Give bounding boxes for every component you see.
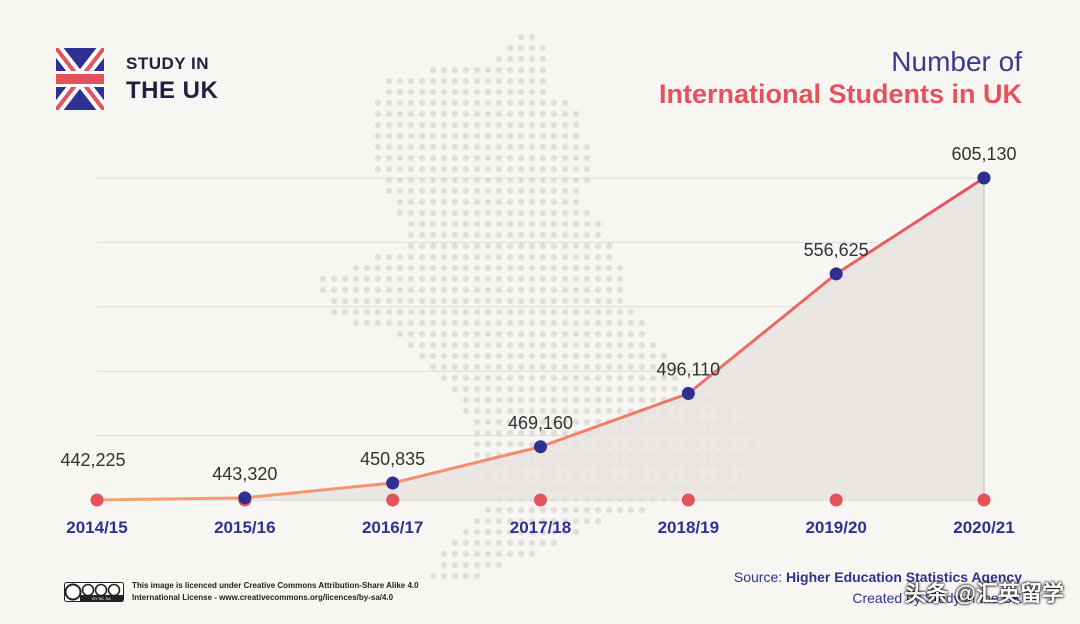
- data-point: [534, 440, 547, 454]
- brand-line2: THE UK: [126, 77, 219, 104]
- license-text: This image is licenced under Creative Co…: [132, 580, 419, 604]
- cc-badge-text: BY NC SA: [92, 596, 111, 601]
- x-tick-label: 2018/19: [658, 518, 719, 537]
- data-label: 605,130: [951, 144, 1016, 164]
- baseline-marker: [386, 493, 400, 507]
- source-prefix: Source:: [733, 569, 787, 585]
- license-block: BY NC SA This image is licenced under Cr…: [64, 580, 419, 604]
- baseline-marker: [829, 493, 843, 507]
- baseline-marker: [90, 493, 104, 507]
- data-label: 443,320: [212, 464, 277, 484]
- x-tick-label: 2017/18: [510, 518, 571, 537]
- data-label: 450,835: [360, 449, 425, 469]
- source-name: Higher Education Statistics Agency: [786, 569, 1022, 585]
- data-point: [977, 171, 991, 185]
- created-by: Created by Study in the UK: [852, 590, 1022, 606]
- title-line2: International Students in UK: [658, 79, 1022, 109]
- baseline-marker: [534, 493, 547, 507]
- data-point: [386, 476, 400, 490]
- baseline-marker: [681, 493, 695, 507]
- x-tick-label: 2020/21: [953, 518, 1014, 537]
- data-label: 556,625: [804, 240, 869, 260]
- baseline-marker: [977, 493, 991, 507]
- uk-flag-icon: [56, 48, 104, 110]
- x-tick-label: 2019/20: [805, 518, 866, 537]
- data-point: [829, 267, 843, 281]
- brand-logo: STUDY IN THE UK: [56, 48, 218, 110]
- title-line1: Number of: [891, 46, 1022, 77]
- license-line2: International License - www.creativecomm…: [132, 593, 394, 602]
- data-point: [681, 386, 695, 400]
- data-point: [238, 491, 252, 505]
- data-label: 496,110: [656, 359, 720, 379]
- watermark: 头条 @汇英留学: [904, 581, 1064, 606]
- x-tick-label: 2016/17: [362, 518, 423, 537]
- data-label: 469,160: [508, 413, 573, 433]
- data-label: 442,225: [60, 450, 125, 470]
- brand-name: STUDY IN THE UK: [126, 55, 218, 103]
- license-line1: This image is licenced under Creative Co…: [132, 581, 419, 590]
- source-block: Source: Higher Education Statistics Agen…: [734, 567, 1022, 609]
- cc-license-icon: BY NC SA: [64, 582, 124, 602]
- area-fill: [97, 178, 984, 500]
- x-tick-label: 2015/16: [214, 518, 275, 537]
- chart-title: Number of International Students in UK: [659, 46, 1022, 110]
- x-tick-label: 2014/15: [66, 518, 127, 537]
- brand-line1: STUDY IN: [126, 54, 210, 73]
